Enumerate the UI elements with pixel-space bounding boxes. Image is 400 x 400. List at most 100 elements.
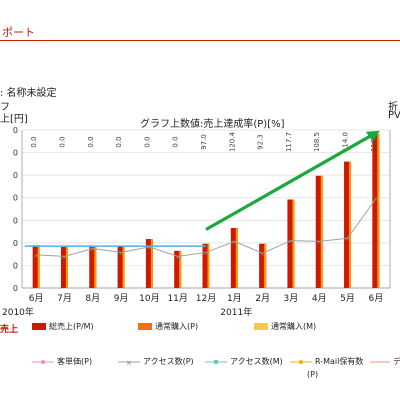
legend-item-rmail: R-Mail保有数 <box>290 356 363 367</box>
bar <box>230 227 238 288</box>
line-point: × <box>260 250 266 258</box>
bar <box>315 175 323 288</box>
bar <box>372 133 380 288</box>
bar <box>32 245 40 288</box>
line-point: × <box>175 253 181 261</box>
y-tick-label: 0 <box>13 194 18 203</box>
y-tick-label: 0 <box>13 216 18 225</box>
bar <box>287 199 295 288</box>
achievement-label: 114.0 <box>342 132 350 152</box>
x-tick-label: 6月 <box>29 293 44 304</box>
series-line-access <box>36 198 377 257</box>
achievement-label: 0.0 <box>143 136 151 147</box>
achievement-label: 92.3 <box>257 134 265 150</box>
line-point: × <box>62 253 68 261</box>
line-point: × <box>345 235 351 243</box>
legend-item-access-m: アクセス数(M) <box>205 356 283 367</box>
bar-highlight <box>37 245 40 288</box>
bar <box>117 246 125 288</box>
legend-line-swatch <box>370 361 390 362</box>
line-point: × <box>373 196 379 204</box>
bar-highlight <box>94 246 97 288</box>
y-tick-label: 0 <box>13 261 18 270</box>
achievement-label: 119.2 <box>370 132 378 152</box>
x-tick-label: 12月 <box>196 293 216 304</box>
legend-label: アクセス数(M) <box>230 357 283 366</box>
legend-item-extra: デ <box>370 356 400 367</box>
achievement-label: 0.0 <box>30 136 38 147</box>
legend-title: 売上 <box>0 325 19 335</box>
line-point: × <box>288 238 294 246</box>
x-tick-label: 9月 <box>114 293 129 304</box>
achievement-label: 0.0 <box>172 136 180 147</box>
header-divider <box>0 40 400 41</box>
line-point: × <box>203 249 209 257</box>
x-tick-label: 3月 <box>284 293 299 304</box>
legend-swatch <box>32 323 46 330</box>
bar <box>202 243 210 288</box>
line-point: × <box>33 252 39 260</box>
bar-highlight <box>292 199 295 288</box>
right-axis-label-2: PV/ <box>388 110 400 121</box>
legend-line-swatch <box>32 359 54 364</box>
sales-chart: 0 0 0 0 0 0 0 0 × × × × × × × × × × × × × 0.0 0.0 0.0 0.0 0.0 0.0 9… <box>2 126 391 318</box>
y-tick-label: 0 <box>13 149 18 158</box>
legend-label: 客単価(P) <box>57 357 93 366</box>
bar <box>145 239 153 288</box>
achievement-label: 120.4 <box>228 131 236 152</box>
x-tick-label: 7月 <box>57 293 72 304</box>
x-tick-label: 8月 <box>85 293 100 304</box>
legend-item-access-p: × アクセス数(P) <box>118 356 194 367</box>
legend-line-swatch <box>205 359 227 364</box>
bar-highlight <box>264 243 267 288</box>
line-point: × <box>90 246 96 254</box>
x-tick-label: 1月 <box>227 293 242 304</box>
x-tick-label: 10月 <box>139 293 159 304</box>
year-label: 2010年 <box>2 306 34 318</box>
legend-item-unit-price: 客単価(P) <box>32 356 92 367</box>
legend-swatch <box>138 323 152 330</box>
legend-label: アクセス数(P) <box>143 357 194 366</box>
x-tick-label: 5月 <box>340 293 355 304</box>
y-tick-label: 0 <box>13 171 18 180</box>
report-title: ポート <box>2 26 35 39</box>
right-axis-label-1: 折 <box>388 102 398 113</box>
line-point: × <box>316 238 322 246</box>
left-axis-label-2: 上[円] <box>0 114 28 125</box>
chart-caption: グラフ上数値:売上達成率(P)[%] <box>140 119 285 130</box>
x-tick-label: 6月 <box>368 293 383 304</box>
bar-highlight <box>207 243 210 288</box>
bar <box>60 246 68 288</box>
legend-label: 総売上(P/M) <box>49 322 94 331</box>
bar-highlight <box>235 227 238 288</box>
bar-highlight <box>179 250 182 288</box>
legend-label: R-Mail保有数 <box>315 357 364 366</box>
bar <box>174 250 182 288</box>
line-point: × <box>231 238 237 246</box>
legend-line-swatch <box>290 359 312 364</box>
legend-item-normal-purchase-m: 通常購入(M) <box>254 321 316 332</box>
legend-item-total-sales: 総売上(P/M) <box>32 321 94 332</box>
legend-line-swatch: × <box>118 359 140 366</box>
y-tick-label: 0 <box>13 284 18 293</box>
chart-legend: 売上 総売上(P/M) 通常購入(P) 通常購入(M) 客単価(P) × アクセ… <box>0 318 400 400</box>
achievement-label: 108.5 <box>313 132 321 152</box>
achievement-label: 117.7 <box>285 132 293 152</box>
year-label: 2011年 <box>220 306 252 318</box>
y-tick-label: 0 <box>13 126 18 135</box>
bar <box>259 243 267 288</box>
legend-swatch <box>254 323 268 330</box>
line-point: × <box>118 249 124 257</box>
y-tick-label: 0 <box>13 239 18 248</box>
left-axis-label-1: フ <box>0 102 10 113</box>
trend-arrow-shaft <box>205 134 371 231</box>
report-name: : 名称未設定 <box>0 88 57 99</box>
bar-highlight <box>320 175 323 288</box>
x-tick-label: 4月 <box>312 293 327 304</box>
report-header: ポート <box>0 0 400 41</box>
bar-highlight <box>349 161 352 288</box>
x-tick-label: 2月 <box>255 293 270 304</box>
svg-text:×: × <box>126 359 132 366</box>
achievement-label: 0.0 <box>115 136 123 147</box>
bar-highlight <box>122 246 125 288</box>
